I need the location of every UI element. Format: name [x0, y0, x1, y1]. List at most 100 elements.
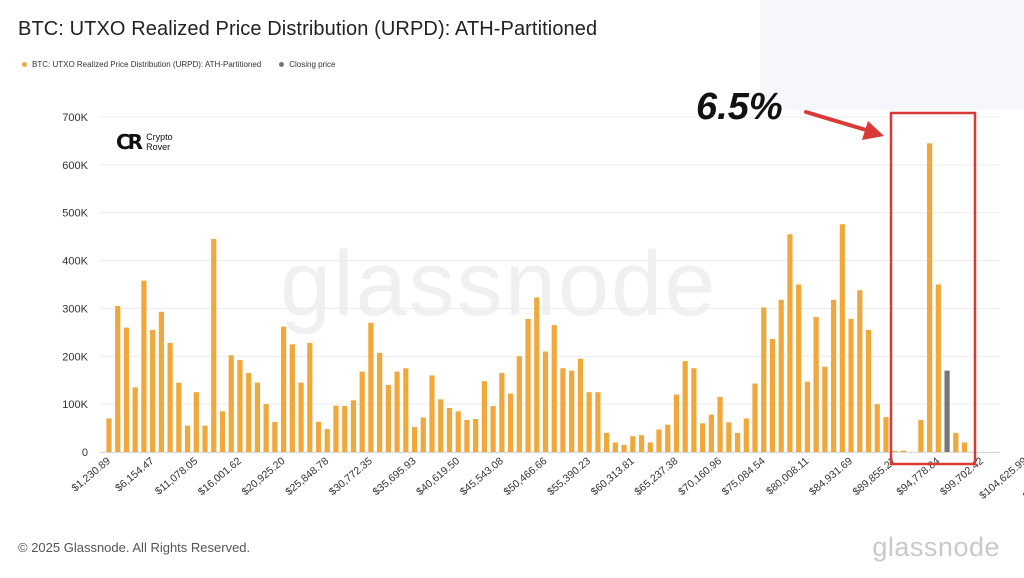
legend-dot-urpd: [22, 62, 27, 67]
annotation-layer: [804, 110, 977, 466]
y-axis: 0 100K 200K 300K 400K 500K 600K 700K: [62, 112, 88, 459]
bar-7: [167, 342, 173, 452]
arrow-shaft: [804, 110, 868, 132]
legend-item-closing-price[interactable]: Closing price: [279, 60, 336, 69]
x-tick-label-3: $16,001.62: [196, 455, 244, 498]
bar-35: [411, 427, 418, 452]
bar-49: [534, 297, 540, 452]
bar-54: [577, 358, 584, 452]
footer-copyright: © 2025 Glassnode. All Rights Reserved.: [18, 540, 251, 555]
bar-67: [691, 368, 697, 452]
y-tick-label-7: 700K: [62, 112, 88, 124]
bar-56: [595, 392, 601, 452]
bar-39: [446, 407, 453, 452]
bar-51: [551, 325, 557, 452]
bar-69: [708, 414, 714, 452]
bar-closing-price: [944, 370, 950, 452]
bar-86: [857, 290, 863, 452]
bar-23: [307, 342, 313, 452]
bar-91: [900, 450, 907, 452]
bar-73: [743, 418, 749, 452]
bar-37: [429, 375, 435, 452]
bar-63: [656, 429, 662, 452]
bar-42: [473, 418, 479, 452]
x-tick-label-19: $94,778.84: [894, 455, 942, 498]
bar-21: [289, 344, 295, 452]
bar-40: [455, 411, 461, 452]
bar-11: [202, 425, 208, 452]
x-tick-label-15: $75,084.54: [720, 455, 768, 498]
bar-43: [481, 381, 487, 452]
gridlines: [100, 116, 1000, 453]
crypto-rover-logo-icon: CR: [116, 130, 143, 154]
bar-59: [621, 444, 627, 452]
bar-61: [638, 435, 645, 452]
legend-dot-closing-price: [279, 62, 285, 67]
bar-53: [569, 370, 575, 452]
bar-74: [752, 383, 758, 452]
page-title: BTC: UTXO Realized Price Distribution (U…: [18, 18, 598, 40]
x-tick-label-8: $40,619.50: [414, 455, 462, 498]
x-tick-label-2: $11,078.05: [153, 455, 200, 498]
bar-45: [499, 373, 505, 452]
bar-81: [813, 317, 819, 452]
bar-72: [734, 432, 741, 452]
bar-89: [883, 417, 889, 452]
crypto-rover-logo-text: Crypto Rover: [146, 132, 173, 152]
bar-12: [211, 239, 217, 452]
bar-16: [246, 373, 252, 452]
bar-8: [176, 382, 182, 452]
arrow-head: [862, 121, 884, 140]
x-tick-label-6: $30,772.35: [327, 455, 375, 498]
bar-55: [586, 392, 592, 452]
bar-75: [761, 307, 767, 452]
bar-27: [342, 406, 348, 452]
bar-80: [804, 381, 810, 452]
bar-14: [228, 355, 234, 452]
bar-18: [263, 404, 269, 452]
x-tick-label-12: $60,313.81: [589, 455, 637, 498]
y-tick-label-4: 400K: [62, 256, 88, 268]
bar-48: [525, 318, 531, 452]
bar-94: [927, 143, 933, 453]
bar-88: [874, 404, 880, 452]
bar-33: [394, 371, 400, 452]
bar-29: [359, 371, 365, 452]
x-axis: $1,230.89 $6,154.47$11,078.05$16,001.62$2…: [69, 452, 1024, 502]
bar-85: [848, 318, 854, 452]
bar-44: [490, 406, 496, 452]
bar-10: [193, 392, 199, 452]
legend-item-urpd[interactable]: BTC: UTXO Realized Price Distribution (U…: [22, 60, 261, 69]
bar-28: [350, 400, 357, 452]
highlight-box: [889, 111, 977, 466]
bar-17: [254, 382, 261, 452]
bar-34: [403, 368, 409, 452]
bar-62: [647, 442, 653, 452]
bar-97: [953, 432, 959, 452]
legend-label-urpd: BTC: UTXO Realized Price Distribution (U…: [32, 60, 262, 69]
bar-52: [560, 368, 566, 452]
y-tick-label-6: 600K: [62, 160, 88, 172]
bar-87: [865, 329, 872, 452]
bar-38: [438, 399, 444, 452]
annotation-percentage: 6.5%: [696, 86, 783, 128]
x-tick-label-4: $20,925.20: [240, 455, 288, 498]
bar-66: [682, 361, 688, 452]
bar-93: [918, 419, 924, 452]
bar-6: [158, 311, 164, 452]
footer-glassnode-logo: glassnode: [872, 532, 1000, 562]
y-tick-label-1: 100K: [62, 399, 88, 411]
bar-76: [769, 339, 776, 452]
x-tick-label-7: $35,695.93: [370, 455, 418, 498]
legend-label-closing-price: Closing price: [289, 60, 336, 69]
bar-84: [839, 224, 845, 452]
x-tick-label-17: $84,931.69: [807, 455, 855, 498]
bar-70: [717, 396, 723, 452]
bar-20: [281, 326, 287, 452]
bar-78: [787, 234, 793, 452]
crypto-rover-line1: Crypto: [146, 132, 173, 142]
bar-57: [604, 432, 610, 452]
bar-77: [778, 299, 784, 452]
bar-46: [507, 393, 514, 452]
